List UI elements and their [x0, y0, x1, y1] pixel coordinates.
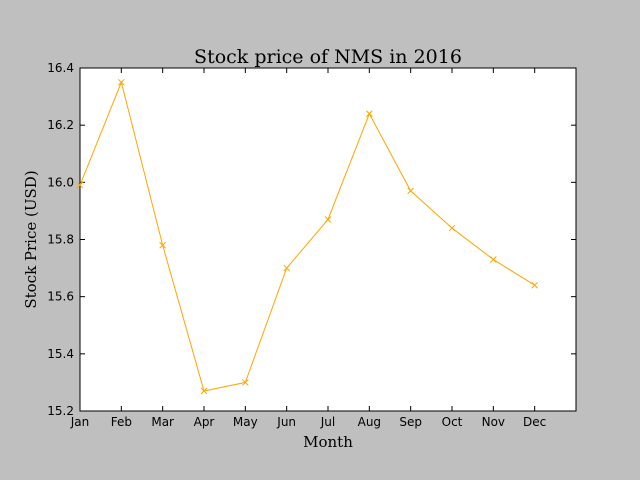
x-tick-label: May [233, 415, 258, 429]
point-marker-stroke [283, 264, 291, 272]
x-tick-label: Sep [399, 415, 422, 429]
data-point [159, 241, 167, 249]
data-point [283, 264, 291, 272]
point-marker-stroke [407, 187, 415, 195]
y-tick-label: 16.4 [47, 61, 74, 75]
data-point [241, 379, 249, 386]
data-point [200, 387, 208, 395]
y-tick-label: 15.6 [47, 290, 74, 304]
data-point [407, 187, 415, 195]
series-group [76, 78, 539, 395]
x-axis-label: Month [303, 433, 353, 451]
point-marker-stroke [448, 224, 456, 232]
x-tick-label: Jan [70, 415, 90, 429]
point-marker-stroke [365, 110, 373, 118]
y-tick-label: 15.2 [47, 404, 74, 418]
point-marker-stroke [117, 78, 125, 86]
x-tick-label: Nov [482, 415, 505, 429]
data-point [531, 281, 539, 289]
point-marker-stroke [200, 387, 208, 395]
x-axis: Jan Feb Mar Apr May Jun Jul Aug Sep Oct Nov Dec [70, 68, 546, 429]
x-tick-label: Jun [276, 415, 296, 429]
y-tick-label: 16.0 [47, 175, 74, 189]
point-marker-stroke [531, 281, 539, 289]
data-point [324, 216, 332, 223]
x-tick-label: Apr [194, 415, 215, 429]
data-point [489, 256, 497, 263]
x-tick-label: Jul [320, 415, 335, 429]
y-tick-label: 15.8 [47, 233, 74, 247]
y-tick-label: 15.4 [47, 347, 74, 361]
point-marker-stroke [241, 379, 249, 386]
chart-title: Stock price of NMS in 2016 [194, 46, 462, 68]
series-line [79, 80, 535, 392]
x-tick-label: Dec [523, 415, 546, 429]
data-point [365, 110, 373, 118]
y-tick-label: 16.2 [47, 118, 74, 132]
y-axis-label: Stock Price (USD) [22, 170, 40, 308]
x-tick-label: Aug [358, 415, 381, 429]
point-marker-stroke [159, 241, 167, 249]
data-point [76, 181, 84, 189]
point-marker-stroke [489, 256, 497, 263]
plot-area [79, 67, 577, 412]
point-marker-stroke [324, 216, 332, 223]
data-point [117, 78, 125, 86]
x-tick-label: Oct [442, 415, 463, 429]
data-point [448, 224, 456, 232]
point-marker-stroke [76, 181, 84, 189]
x-tick-label: Feb [111, 415, 132, 429]
y-axis: 15.2 15.4 15.6 15.8 16.0 16.2 16.4 [47, 61, 576, 418]
x-tick-label: Mar [151, 415, 174, 429]
